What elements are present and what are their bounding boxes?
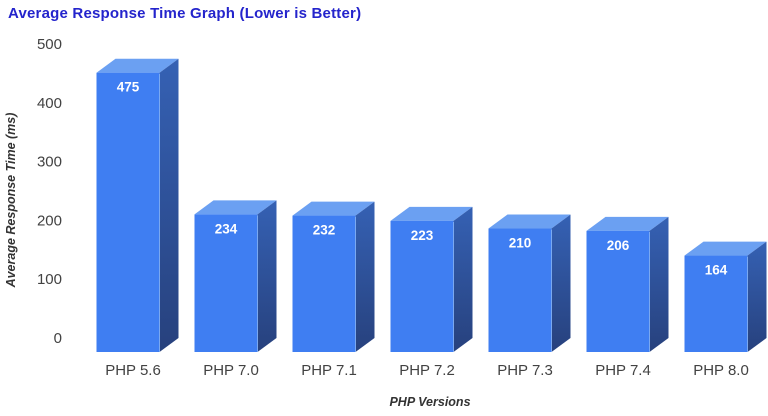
bar-front-face bbox=[488, 228, 552, 352]
y-tick-label: 300 bbox=[37, 154, 62, 171]
bar-side-face bbox=[649, 216, 669, 352]
bar-side-face bbox=[453, 206, 473, 352]
bar-front-face bbox=[292, 215, 356, 352]
chart-title: Average Response Time Graph (Lower is Be… bbox=[8, 5, 362, 22]
bar-side-face bbox=[355, 201, 375, 352]
bar-top-face bbox=[390, 206, 473, 221]
x-tick-label: PHP 5.6 bbox=[105, 362, 161, 379]
bar-top-face bbox=[488, 214, 571, 229]
bar-top-face bbox=[684, 241, 767, 256]
bar-value-label: 475 bbox=[117, 80, 140, 95]
x-axis-title: PHP Versions bbox=[389, 395, 470, 409]
y-tick-label: 500 bbox=[37, 36, 62, 53]
y-tick-label: 400 bbox=[37, 95, 62, 112]
y-tick-label: 100 bbox=[37, 271, 62, 288]
y-tick-label: 0 bbox=[54, 330, 62, 347]
bar-side-face bbox=[257, 200, 277, 352]
bar-front-face bbox=[586, 230, 650, 352]
bar-value-label: 234 bbox=[215, 221, 238, 236]
bar-side-face bbox=[159, 58, 179, 352]
bar-php-7.2: 223 bbox=[390, 206, 473, 352]
bar-front-face bbox=[684, 255, 748, 352]
x-tick-label: PHP 7.3 bbox=[497, 362, 553, 379]
bar-top-face bbox=[586, 216, 669, 231]
x-tick-label: PHP 7.2 bbox=[399, 362, 455, 379]
y-axis-title: Average Response Time (ms) bbox=[4, 113, 18, 289]
bar-php-7.4: 206 bbox=[586, 216, 669, 352]
bar-value-label: 232 bbox=[313, 223, 336, 238]
bar-php-8.0: 164 bbox=[684, 241, 767, 352]
bar-value-label: 206 bbox=[607, 238, 630, 253]
x-tick-label: PHP 7.0 bbox=[203, 362, 259, 379]
bar-side-face bbox=[551, 214, 571, 352]
bar-value-label: 223 bbox=[411, 228, 434, 243]
x-axis-ticks: PHP 5.6 PHP 7.0 PHP 7.1 PHP 7.2 PHP 7.3 PHP 7… bbox=[105, 362, 749, 379]
bar-top-face bbox=[96, 58, 179, 73]
x-tick-label: PHP 7.4 bbox=[595, 362, 651, 379]
x-tick-label: PHP 7.1 bbox=[301, 362, 357, 379]
bars: 475 234 232 223 210 206 164 bbox=[96, 58, 767, 352]
bar-php-7.3: 210 bbox=[488, 214, 571, 352]
bar-php-5.6: 475 bbox=[96, 58, 179, 352]
bar-top-face bbox=[292, 201, 375, 216]
bar-value-label: 164 bbox=[705, 263, 728, 278]
bar-front-face bbox=[194, 214, 258, 352]
x-tick-label: PHP 8.0 bbox=[693, 362, 749, 379]
y-axis-ticks: 0 100 200 300 400 500 bbox=[37, 36, 62, 347]
y-tick-label: 200 bbox=[37, 212, 62, 229]
bar-side-face bbox=[747, 241, 767, 352]
bar-front-face bbox=[390, 220, 454, 352]
bar-value-label: 210 bbox=[509, 236, 532, 251]
bar-php-7.0: 234 bbox=[194, 200, 277, 352]
bar-front-face bbox=[96, 72, 160, 352]
bar-php-7.1: 232 bbox=[292, 201, 375, 352]
bar-top-face bbox=[194, 200, 277, 215]
